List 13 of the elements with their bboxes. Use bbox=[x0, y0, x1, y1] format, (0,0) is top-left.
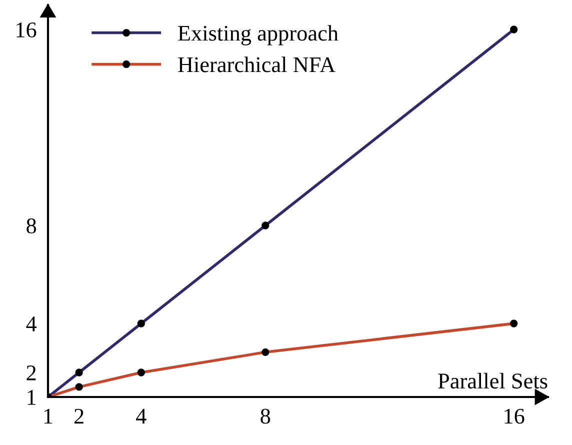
x-tick-label: 2 bbox=[74, 408, 84, 424]
x-tick-label: 16 bbox=[504, 408, 524, 424]
y-tick-label: 1 bbox=[28, 390, 36, 405]
x-tick-label: 8 bbox=[260, 408, 270, 424]
y-tick-label: 8 bbox=[26, 218, 36, 234]
legend-label: Existing approach bbox=[178, 25, 338, 46]
y-tick-label: 16 bbox=[16, 22, 36, 38]
x-tick-label: 1 bbox=[44, 408, 52, 424]
x-axis-title: Parallel Sets bbox=[438, 372, 548, 389]
y-tick-label: 4 bbox=[26, 316, 37, 332]
legend-label: Hierarchical NFA bbox=[178, 56, 336, 72]
x-tick-label: 4 bbox=[136, 408, 146, 424]
y-tick-label: 2 bbox=[26, 365, 36, 380]
